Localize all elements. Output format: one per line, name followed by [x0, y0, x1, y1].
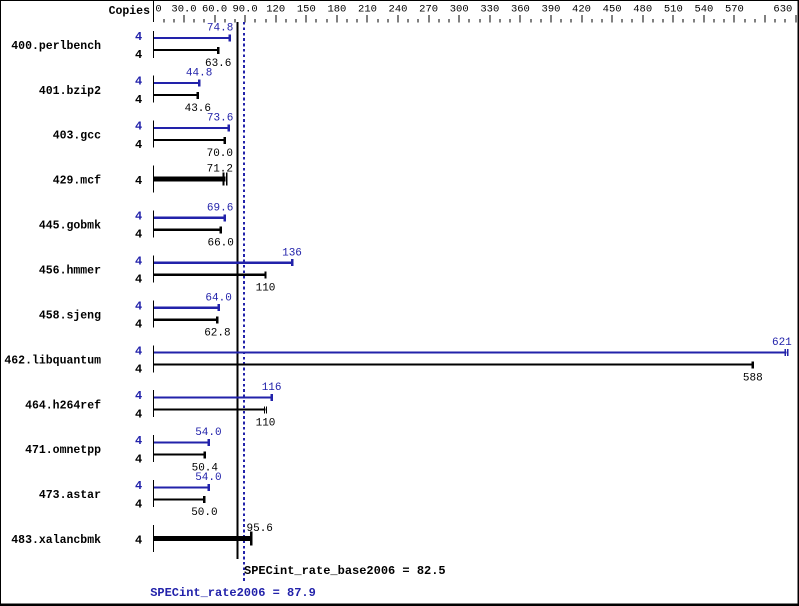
svg-text:4: 4 [135, 75, 142, 89]
svg-text:401.bzip2: 401.bzip2 [39, 85, 101, 98]
svg-text:120: 120 [266, 3, 285, 15]
svg-text:420: 420 [572, 3, 591, 15]
svg-text:4: 4 [135, 389, 142, 403]
svg-text:4: 4 [135, 120, 142, 134]
svg-text:4: 4 [135, 407, 142, 421]
svg-text:64.0: 64.0 [205, 292, 231, 304]
svg-text:60.0: 60.0 [202, 3, 227, 15]
svg-text:445.gobmk: 445.gobmk [39, 220, 101, 233]
svg-text:73.6: 73.6 [207, 113, 233, 125]
svg-text:4: 4 [135, 497, 142, 511]
svg-text:458.sjeng: 458.sjeng [39, 309, 101, 322]
svg-text:0: 0 [155, 3, 161, 15]
svg-text:4: 4 [135, 434, 142, 448]
svg-text:4: 4 [135, 273, 142, 287]
svg-text:74.8: 74.8 [207, 23, 233, 35]
svg-text:4: 4 [135, 452, 142, 466]
svg-text:4: 4 [135, 363, 142, 377]
svg-text:62.8: 62.8 [204, 328, 230, 340]
svg-text:4: 4 [135, 93, 142, 107]
svg-text:360: 360 [511, 3, 530, 15]
svg-text:4: 4 [135, 254, 142, 268]
svg-text:570: 570 [725, 3, 744, 15]
svg-text:44.8: 44.8 [186, 68, 212, 80]
svg-text:480: 480 [633, 3, 652, 15]
svg-text:473.astar: 473.astar [39, 489, 101, 502]
svg-text:66.0: 66.0 [207, 238, 233, 250]
svg-text:SPECint_rate_base2006 = 82.5: SPECint_rate_base2006 = 82.5 [244, 564, 446, 578]
svg-text:270: 270 [419, 3, 438, 15]
svg-text:400.perlbench: 400.perlbench [11, 40, 101, 53]
svg-text:403.gcc: 403.gcc [53, 130, 101, 143]
svg-text:69.6: 69.6 [207, 202, 233, 214]
svg-text:Copies: Copies [109, 5, 151, 18]
svg-text:588: 588 [743, 372, 763, 384]
svg-text:462.libquantum: 462.libquantum [4, 354, 101, 367]
svg-text:456.hmmer: 456.hmmer [39, 265, 101, 278]
svg-text:54.0: 54.0 [195, 472, 221, 484]
svg-text:330: 330 [480, 3, 499, 15]
svg-text:4: 4 [135, 318, 142, 332]
svg-text:4: 4 [135, 228, 142, 242]
svg-text:30.0: 30.0 [171, 3, 196, 15]
svg-text:71.2: 71.2 [207, 164, 233, 176]
svg-text:483.xalancbmk: 483.xalancbmk [11, 534, 101, 547]
svg-text:4: 4 [135, 299, 142, 313]
svg-text:210: 210 [358, 3, 377, 15]
svg-text:621: 621 [772, 337, 792, 349]
svg-text:4: 4 [135, 479, 142, 493]
svg-text:540: 540 [694, 3, 713, 15]
svg-text:630: 630 [773, 3, 792, 15]
svg-text:43.6: 43.6 [185, 103, 211, 115]
svg-text:180: 180 [327, 3, 346, 15]
svg-text:471.omnetpp: 471.omnetpp [25, 444, 101, 457]
svg-text:50.4: 50.4 [192, 462, 219, 474]
svg-text:50.0: 50.0 [191, 507, 217, 519]
svg-text:54.0: 54.0 [195, 427, 221, 439]
svg-text:4: 4 [135, 48, 142, 62]
svg-text:SPECint_rate2006 = 87.9: SPECint_rate2006 = 87.9 [150, 586, 316, 600]
svg-text:429.mcf: 429.mcf [53, 175, 101, 188]
svg-text:450: 450 [603, 3, 622, 15]
svg-text:70.0: 70.0 [207, 148, 233, 160]
svg-text:300: 300 [450, 3, 469, 15]
svg-text:90.0: 90.0 [232, 3, 257, 15]
svg-text:464.h264ref: 464.h264ref [25, 399, 101, 412]
svg-text:136: 136 [282, 247, 302, 259]
svg-text:4: 4 [135, 138, 142, 152]
svg-text:240: 240 [389, 3, 408, 15]
svg-text:4: 4 [135, 174, 142, 188]
svg-text:4: 4 [135, 344, 142, 358]
svg-text:510: 510 [664, 3, 683, 15]
svg-text:116: 116 [262, 382, 282, 394]
svg-text:390: 390 [542, 3, 561, 15]
svg-text:95.6: 95.6 [247, 523, 273, 535]
svg-text:110: 110 [256, 283, 276, 295]
svg-text:4: 4 [135, 210, 142, 224]
svg-text:63.6: 63.6 [205, 58, 231, 70]
svg-text:4: 4 [135, 533, 142, 547]
svg-text:150: 150 [297, 3, 316, 15]
svg-text:4: 4 [135, 30, 142, 44]
svg-text:110: 110 [256, 417, 276, 429]
